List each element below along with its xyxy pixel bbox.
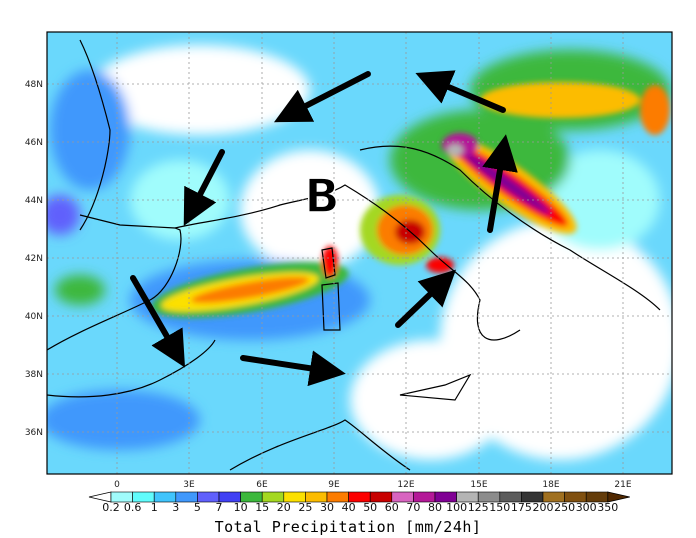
arrow-icon xyxy=(395,269,457,328)
arrow-icon xyxy=(183,149,225,226)
lon-labels: 0 3E 6E 9E 12E 15E 18E 21E xyxy=(114,480,632,490)
precipitation-field xyxy=(47,32,672,474)
colorbar-high-end xyxy=(607,491,630,503)
lat-label: 40N xyxy=(25,312,43,322)
lat-label: 38N xyxy=(25,370,43,380)
lon-label: 9E xyxy=(328,480,340,490)
colorbar-label: 150 xyxy=(489,501,510,514)
arrow-icon xyxy=(415,70,506,113)
colorbar-label: 250 xyxy=(554,501,575,514)
colorbar-label: 70 xyxy=(406,501,420,514)
colorbar-label: 175 xyxy=(511,501,532,514)
low-pressure-label: B xyxy=(304,169,339,223)
lon-label: 15E xyxy=(470,480,487,490)
colorbar-label: 80 xyxy=(428,501,442,514)
colorbar-label: 125 xyxy=(468,501,489,514)
colorbar-label: 15 xyxy=(255,501,269,514)
colorbar-label: 5 xyxy=(194,501,201,514)
arrow-icon xyxy=(130,275,186,368)
colorbar-label: 7 xyxy=(216,501,223,514)
lon-label: 21E xyxy=(614,480,631,490)
colorbar-label: 0.6 xyxy=(124,501,142,514)
lat-label: 46N xyxy=(25,138,43,148)
lon-label: 18E xyxy=(542,480,559,490)
lat-label: 44N xyxy=(25,196,43,206)
colorbar-label: 60 xyxy=(385,501,399,514)
colorbar-label: 30 xyxy=(320,501,334,514)
colorbar-label: 1 xyxy=(151,501,158,514)
graticule xyxy=(47,32,672,474)
flow-arrows xyxy=(130,70,518,387)
colorbar-label: 10 xyxy=(234,501,248,514)
lat-label: 36N xyxy=(25,428,43,438)
lon-label: 0 xyxy=(114,480,120,490)
lat-label: 48N xyxy=(25,80,43,90)
colorbar-label: 25 xyxy=(298,501,312,514)
map-frame xyxy=(46,31,673,475)
colorbar-label: 20 xyxy=(277,501,291,514)
colorbar-label: 50 xyxy=(363,501,377,514)
colorbar-label: 300 xyxy=(576,501,597,514)
colorbar-label: 200 xyxy=(533,501,554,514)
colorbar-label: 40 xyxy=(342,501,356,514)
arrow-icon xyxy=(273,71,371,123)
colorbar-title: Total Precipitation [mm/24h] xyxy=(215,518,482,536)
colorbar-label: 3 xyxy=(172,501,179,514)
lon-label: 3E xyxy=(183,480,195,490)
lon-label: 6E xyxy=(256,480,268,490)
lon-label: 12E xyxy=(397,480,414,490)
colorbar: 0.2 0.6 1 3 5 7 10 15 20 25 30 40 50 60 70 80 100 125 150 1… xyxy=(88,491,630,514)
colorbar-label: 350 xyxy=(597,501,618,514)
coastlines xyxy=(47,39,661,471)
colorbar-label: 0.2 xyxy=(102,501,120,514)
colorbar-label: 100 xyxy=(446,501,467,514)
arrow-icon xyxy=(240,350,346,387)
lat-labels: 48N 46N 44N 42N 40N 38N 36N xyxy=(25,80,43,438)
arrow-icon xyxy=(482,134,518,233)
lat-label: 42N xyxy=(25,254,43,264)
